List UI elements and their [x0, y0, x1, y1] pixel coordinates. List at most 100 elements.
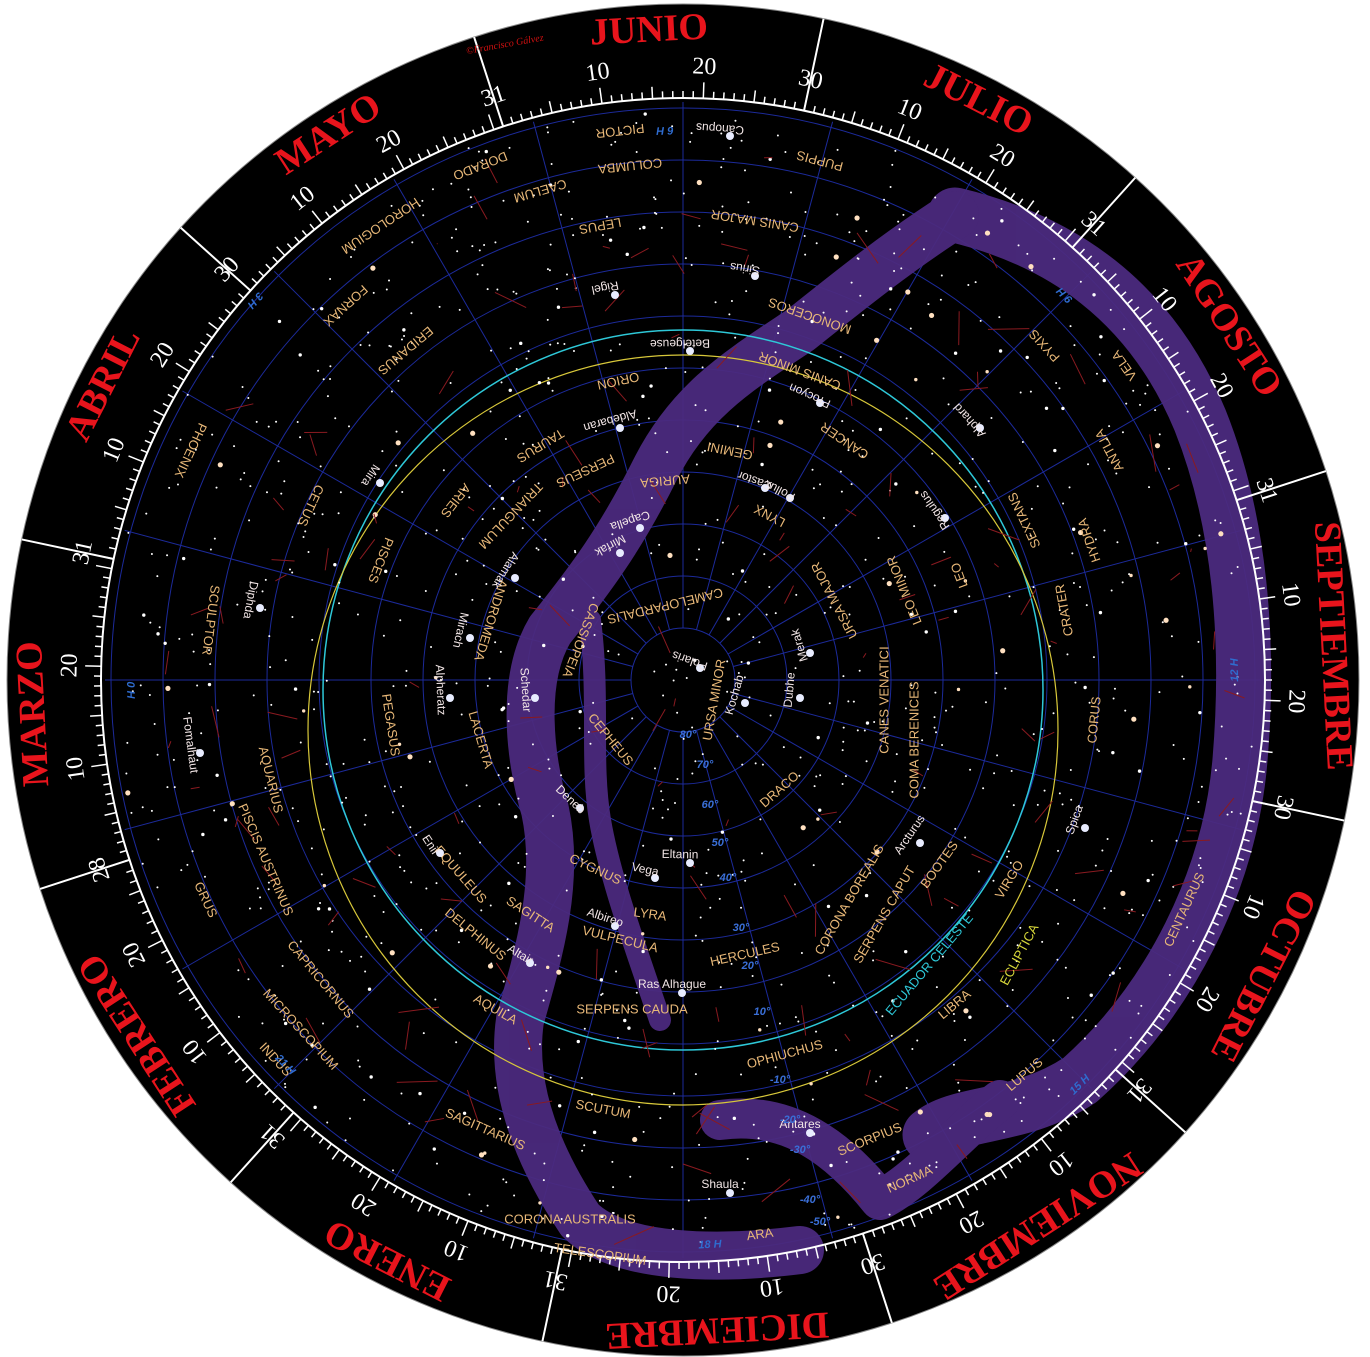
- star-dot: [313, 708, 316, 711]
- star-label: Schedar: [517, 667, 534, 712]
- star-dot: [1110, 589, 1113, 592]
- constellation-line: [720, 243, 748, 251]
- day-tick: [753, 90, 757, 103]
- star-dot: [758, 641, 761, 644]
- day-tick: [550, 1246, 554, 1255]
- star-dot: [338, 581, 341, 584]
- day-tick: [128, 889, 141, 896]
- day-tick: [1156, 338, 1164, 344]
- star-dot: [642, 1130, 645, 1133]
- star-dot: [782, 746, 785, 749]
- star-dot: [176, 483, 179, 486]
- day-tick: [1121, 1061, 1135, 1074]
- constellation-line: [404, 1021, 410, 1050]
- star-dot: [1112, 697, 1115, 700]
- day-tick: [1157, 1015, 1165, 1021]
- star-dot: [517, 862, 520, 865]
- star-dot: [1130, 908, 1133, 911]
- star-dot: [670, 179, 673, 182]
- day-tick: [119, 849, 127, 854]
- star-dot: [601, 992, 604, 995]
- day-tick: [805, 1248, 809, 1256]
- star-dot: [1236, 692, 1239, 695]
- declination-label: -30°: [790, 1144, 811, 1156]
- day-tick: [280, 1104, 287, 1111]
- star-dot: [1066, 653, 1069, 656]
- star-dot: [532, 194, 535, 197]
- bright-star: [786, 494, 794, 502]
- day-tick: [374, 177, 380, 185]
- star-dot: [223, 818, 228, 822]
- star-dot: [904, 707, 907, 710]
- constellation-line: [1124, 909, 1136, 913]
- day-tick: [589, 1254, 592, 1262]
- star-dot: [1069, 768, 1072, 771]
- star-dot: [283, 480, 286, 483]
- star-dot: [704, 522, 707, 525]
- star-dot: [881, 720, 884, 723]
- star-dot: [618, 343, 621, 346]
- star-dot: [360, 955, 363, 958]
- day-label: 31: [541, 1265, 570, 1295]
- star-dot: [1077, 805, 1080, 808]
- star-dot: [953, 609, 958, 614]
- star-dot: [935, 731, 938, 734]
- star-dot: [442, 469, 445, 472]
- star-dot: [334, 417, 337, 420]
- star-dot: [572, 120, 575, 123]
- star-dot: [522, 442, 525, 445]
- day-tick: [1262, 627, 1270, 631]
- star-dot: [612, 1186, 615, 1189]
- star-dot: [1000, 648, 1006, 654]
- star-dot: [777, 324, 780, 327]
- star-dot: [757, 1137, 760, 1140]
- star-dot: [131, 690, 134, 693]
- star-dot: [828, 974, 831, 977]
- star-dot: [797, 1020, 800, 1023]
- star-dot: [835, 387, 838, 390]
- day-tick: [869, 122, 874, 130]
- star-dot: [188, 712, 191, 715]
- star-dot: [191, 850, 194, 853]
- star-dot: [141, 862, 144, 865]
- bright-star: [611, 922, 619, 930]
- star-dot: [546, 131, 549, 134]
- star-dot: [298, 353, 302, 357]
- constellation-line: [898, 235, 922, 258]
- constellation-line: [1021, 728, 1036, 742]
- constellation-line: [672, 255, 685, 274]
- star-dot: [758, 1028, 762, 1032]
- star-dot: [326, 1121, 329, 1124]
- star-dot: [996, 754, 999, 757]
- star-dot: [690, 132, 693, 135]
- star-dot: [1048, 645, 1051, 648]
- star-dot: [1064, 966, 1067, 969]
- constellation-line: [784, 585, 794, 604]
- star-dot: [896, 1150, 900, 1154]
- star-dot: [826, 1071, 829, 1074]
- star-dot: [661, 816, 664, 819]
- declination-label: 40°: [719, 872, 737, 884]
- star-label: Antares: [779, 1117, 820, 1131]
- bright-star: [531, 694, 539, 702]
- star-dot: [865, 721, 870, 725]
- constellation-line: [1182, 839, 1210, 842]
- star-dot: [614, 140, 617, 143]
- day-tick: [1198, 947, 1206, 953]
- star-dot: [410, 881, 413, 884]
- star-dot: [542, 643, 546, 648]
- star-dot: [811, 468, 814, 471]
- day-tick: [567, 1251, 573, 1268]
- star-dot: [438, 305, 441, 308]
- star-dot: [478, 249, 481, 252]
- star-dot: [424, 590, 427, 593]
- star-dot: [826, 944, 829, 947]
- constellation-line: [473, 195, 488, 220]
- day-tick: [928, 1207, 933, 1215]
- bright-star: [806, 1129, 814, 1137]
- star-dot: [1239, 812, 1242, 815]
- star-dot: [559, 213, 562, 216]
- star-dot: [1073, 344, 1076, 347]
- star-dot: [675, 668, 678, 671]
- star-dot: [701, 366, 704, 369]
